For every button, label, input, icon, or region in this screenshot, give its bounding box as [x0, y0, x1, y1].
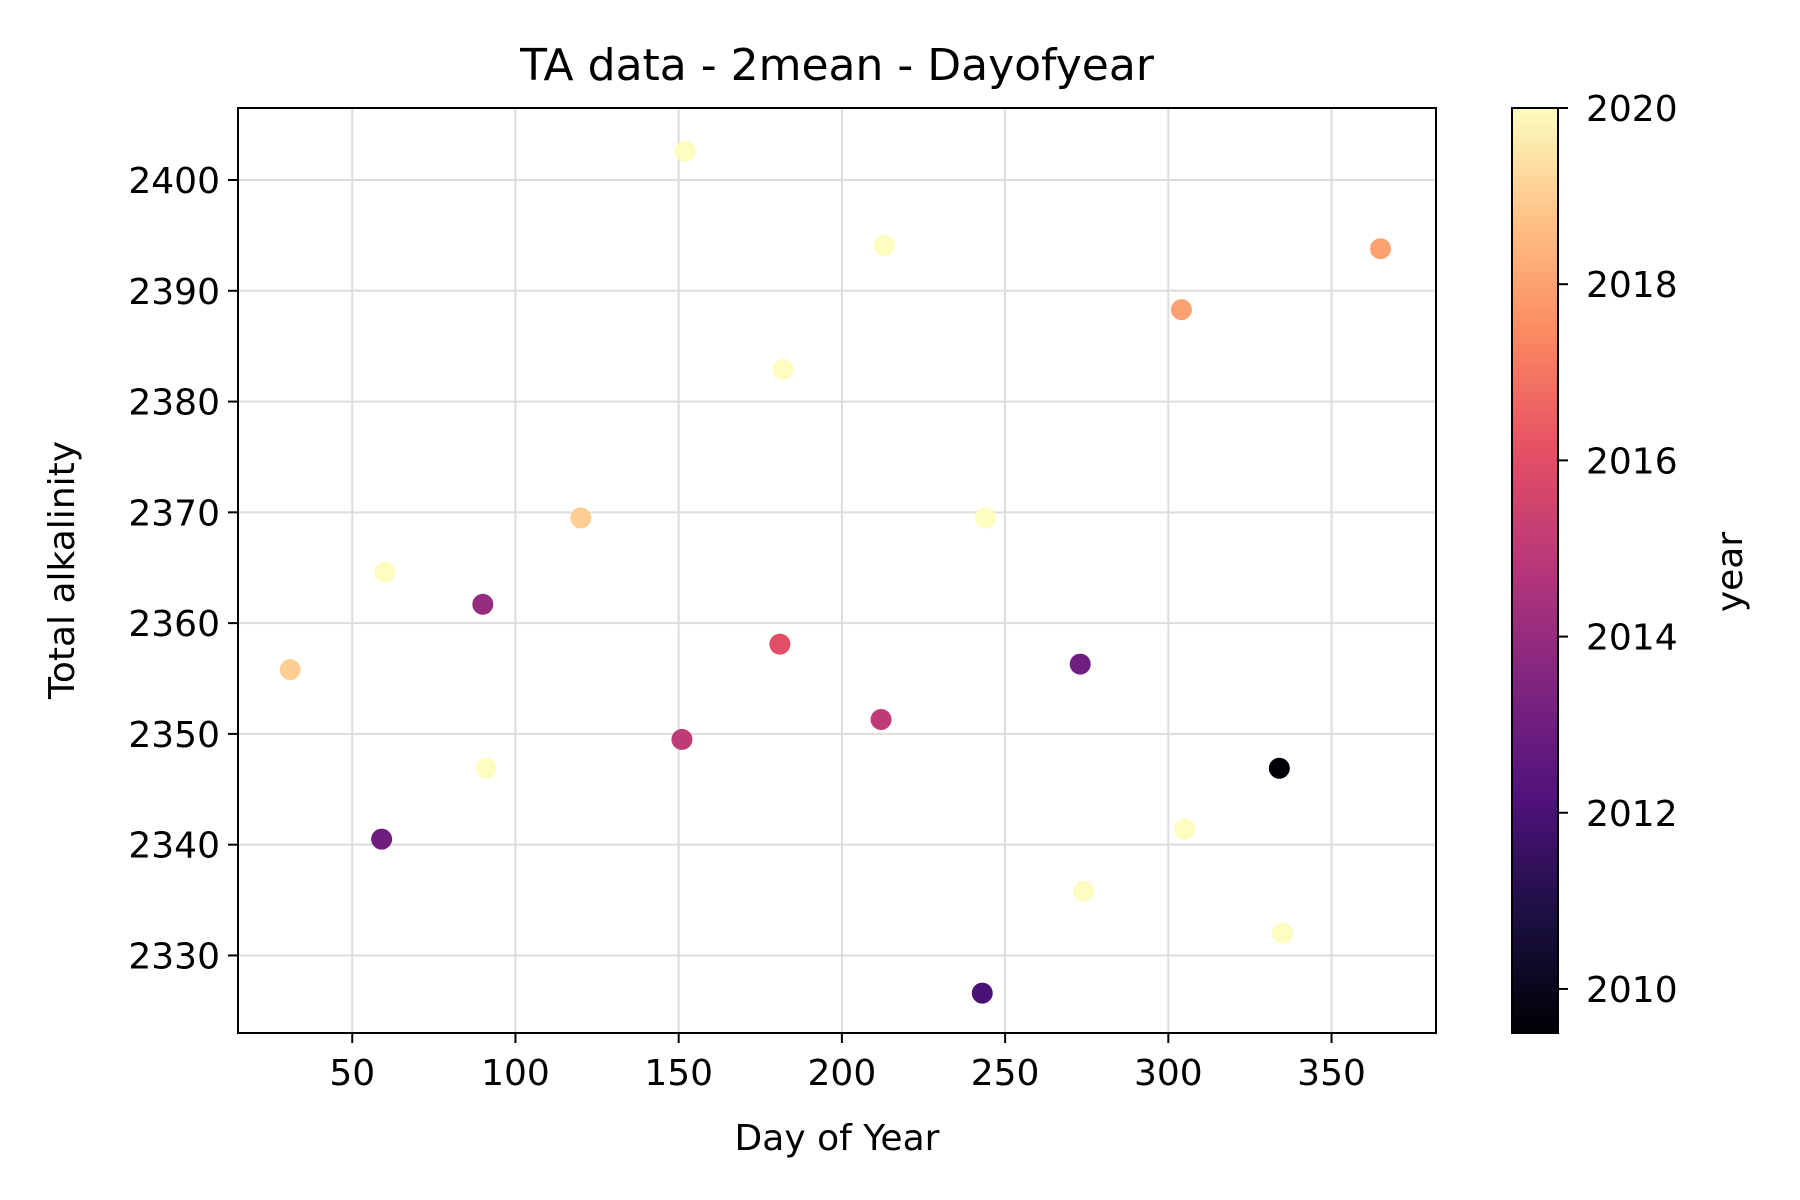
data-point: [1069, 653, 1091, 675]
data-point: [472, 593, 494, 615]
data-point: [475, 757, 497, 779]
data-point: [1268, 757, 1290, 779]
colorbar-tick-label: 2010: [1586, 970, 1678, 1011]
colorbar-tick-label: 2014: [1586, 618, 1678, 659]
x-tick-label: 50: [329, 1053, 375, 1094]
data-point: [570, 507, 592, 529]
data-point: [279, 659, 301, 681]
y-tick-label: 2380: [128, 383, 220, 424]
colorbar-tick-label: 2012: [1586, 794, 1678, 835]
data-point: [1072, 880, 1094, 902]
y-tick-label: 2370: [128, 493, 220, 534]
x-axis-label: Day of Year: [735, 1118, 940, 1159]
y-tick-label: 2390: [128, 272, 220, 313]
data-point: [374, 561, 396, 583]
y-tick-label: 2330: [128, 936, 220, 977]
data-point: [671, 728, 693, 750]
x-tick-label: 350: [1297, 1053, 1366, 1094]
y-axis-ticks: 2330 2340 2350 2360 2370 2380 2390 2400: [128, 161, 238, 977]
x-axis-ticks: 50 100 150 200 250 300 350: [329, 1033, 1366, 1094]
data-point: [769, 633, 791, 655]
data-point: [870, 708, 892, 730]
data-point: [975, 507, 997, 529]
colorbar-tick-label: 2020: [1586, 89, 1678, 130]
y-tick-label: 2360: [128, 604, 220, 645]
grid-lines: [238, 108, 1436, 1033]
x-tick-label: 250: [971, 1053, 1040, 1094]
data-point: [1370, 238, 1392, 260]
colorbar: [1511, 107, 1559, 1034]
data-point: [1170, 299, 1192, 321]
data-point: [1272, 922, 1294, 944]
colorbar-tick-label: 2018: [1586, 265, 1678, 306]
plot-frame: [237, 107, 1437, 1034]
data-point: [772, 358, 794, 380]
data-point: [674, 140, 696, 162]
x-tick-label: 300: [1134, 1053, 1203, 1094]
data-point: [971, 982, 993, 1004]
y-tick-label: 2340: [128, 826, 220, 867]
colorbar-ticks: 2010 2012 2014 2016 2018 2020: [1558, 89, 1678, 1011]
x-tick-label: 100: [481, 1053, 550, 1094]
data-points: [279, 140, 1392, 1004]
y-tick-label: 2400: [128, 161, 220, 202]
chart-title: TA data - 2mean - Dayofyear: [519, 40, 1155, 91]
data-point: [873, 234, 895, 256]
data-point: [371, 828, 393, 850]
x-tick-label: 200: [808, 1053, 877, 1094]
data-point: [1174, 818, 1196, 840]
x-tick-label: 150: [644, 1053, 713, 1094]
colorbar-tick-label: 2016: [1586, 441, 1678, 482]
y-tick-label: 2350: [128, 715, 220, 756]
y-axis-label: Total alkalinity: [42, 441, 83, 700]
colorbar-label: year: [1710, 532, 1751, 613]
